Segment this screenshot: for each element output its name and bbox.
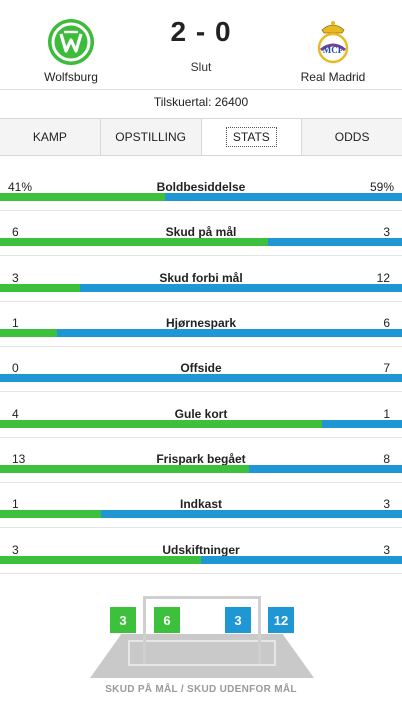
stat-bar-away xyxy=(321,420,402,428)
stat-home-value: 41% xyxy=(8,180,33,194)
stat-bar xyxy=(0,420,402,428)
stat-away-value: 59% xyxy=(369,180,394,194)
away-team[interactable]: MCF Real Madrid xyxy=(278,18,388,84)
stat-bar xyxy=(0,374,402,382)
tab-bar: KAMP OPSTILLING STATS ODDS xyxy=(0,118,402,156)
stat-bar-home xyxy=(0,420,322,428)
tab-stats[interactable]: STATS xyxy=(201,119,303,155)
goal-frame-graphic xyxy=(143,596,261,664)
stat-bar-away xyxy=(100,510,402,518)
tab-kamp[interactable]: KAMP xyxy=(0,119,101,155)
stat-bar xyxy=(0,556,402,564)
stat-label: Gule kort xyxy=(174,407,228,421)
shots-caption: SKUD PÅ MÅL / SKUD UDENFOR MÅL xyxy=(105,684,297,695)
tab-odds[interactable]: ODDS xyxy=(302,119,402,155)
attendance-text: Tilskuertal: 26400 xyxy=(153,95,249,109)
stat-bar-away xyxy=(0,374,402,382)
stat-away-value: 1 xyxy=(383,407,390,421)
stat-bar-home xyxy=(0,465,249,473)
stat-home-value: 3 xyxy=(12,543,19,557)
stat-row-fouls: 13 Frispark begået 8 xyxy=(0,445,402,491)
stat-bar xyxy=(0,284,402,292)
row-divider xyxy=(0,255,402,256)
stat-row-yellow-cards: 4 Gule kort 1 xyxy=(0,400,402,446)
stat-home-value: 13 xyxy=(12,452,26,466)
home-shots-off-target-box: 3 xyxy=(110,607,136,633)
stat-bar-home xyxy=(0,556,201,564)
stat-row-possession: 41% Boldbesiddelse 59% xyxy=(0,173,402,219)
row-divider xyxy=(0,573,402,574)
stat-away-value: 6 xyxy=(383,316,390,330)
stat-away-value: 7 xyxy=(383,361,390,375)
stat-bar-home xyxy=(0,193,165,201)
stat-away-value: 8 xyxy=(383,452,390,466)
home-shots-on-target-box: 6 xyxy=(154,607,180,633)
stat-label: Udskiftninger xyxy=(162,543,240,557)
stat-bar-away xyxy=(201,556,402,564)
away-team-name: Real Madrid xyxy=(300,70,366,84)
row-divider xyxy=(0,210,402,211)
tab-label: KAMP xyxy=(32,130,67,144)
stat-row-corners: 1 Hjørnespark 6 xyxy=(0,309,402,355)
stat-bar-home xyxy=(0,238,269,246)
stat-home-value: 6 xyxy=(12,225,19,239)
stat-home-value: 1 xyxy=(12,497,19,511)
stat-label: Indkast xyxy=(179,497,222,511)
match-header: Wolfsburg 2 - 0 Slut MCF Real Madrid xyxy=(0,0,402,90)
stat-away-value: 3 xyxy=(383,543,390,557)
tab-label: STATS xyxy=(225,127,277,147)
stat-label: Skud på mål xyxy=(165,225,237,239)
stat-row-throw-ins: 1 Indkast 3 xyxy=(0,490,402,536)
stat-label: Offside xyxy=(180,361,222,375)
stat-bar-home xyxy=(0,329,58,337)
stat-label: Skud forbi mål xyxy=(159,271,243,285)
row-divider xyxy=(0,301,402,302)
stat-bar-away xyxy=(80,284,402,292)
stat-home-value: 1 xyxy=(12,316,19,330)
away-shots-on-target-box: 3 xyxy=(225,607,251,633)
stat-bar xyxy=(0,238,402,246)
goal-area-graphic xyxy=(128,640,276,666)
stat-bar-away xyxy=(164,193,402,201)
home-team-name: Wolfsburg xyxy=(44,70,98,84)
stat-away-value: 3 xyxy=(383,225,390,239)
row-divider xyxy=(0,391,402,392)
tab-label: ODDS xyxy=(334,130,370,144)
stat-row-shots-off-target: 3 Skud forbi mål 12 xyxy=(0,264,402,310)
real-madrid-logo-icon: MCF xyxy=(309,18,357,66)
stat-away-value: 12 xyxy=(376,271,390,285)
stat-row-shots-on-target: 6 Skud på mål 3 xyxy=(0,218,402,264)
tab-opstilling[interactable]: OPSTILLING xyxy=(101,119,202,155)
stat-bar xyxy=(0,510,402,518)
stat-home-value: 3 xyxy=(12,271,19,285)
stat-home-value: 0 xyxy=(12,361,19,375)
stat-home-value: 4 xyxy=(12,407,19,421)
stat-bar-away xyxy=(248,465,402,473)
stat-label: Hjørnespark xyxy=(165,316,237,330)
stat-bar xyxy=(0,329,402,337)
header-divider xyxy=(0,89,402,90)
stat-bar-away xyxy=(268,238,402,246)
row-divider xyxy=(0,482,402,483)
row-divider xyxy=(0,527,402,528)
match-score: 2 - 0 xyxy=(170,16,232,47)
svg-text:MCF: MCF xyxy=(323,45,344,55)
wolfsburg-logo-icon xyxy=(47,18,95,66)
stat-row-substitutions: 3 Udskiftninger 3 xyxy=(0,536,402,582)
stat-row-offside: 0 Offside 7 xyxy=(0,354,402,400)
stat-away-value: 3 xyxy=(383,497,390,511)
stat-label: Frispark begået xyxy=(156,452,246,466)
tab-label: OPSTILLING xyxy=(115,130,186,144)
match-status: Slut xyxy=(190,60,212,74)
away-shots-off-target-box: 12 xyxy=(268,607,294,633)
stat-label: Boldbesiddelse xyxy=(156,180,246,194)
row-divider xyxy=(0,437,402,438)
stat-bar-home xyxy=(0,284,81,292)
row-divider xyxy=(0,346,402,347)
stat-bar xyxy=(0,193,402,201)
stat-bar-away xyxy=(57,329,402,337)
stat-bar-home xyxy=(0,510,101,518)
home-team[interactable]: Wolfsburg xyxy=(16,18,126,84)
stat-bar xyxy=(0,465,402,473)
